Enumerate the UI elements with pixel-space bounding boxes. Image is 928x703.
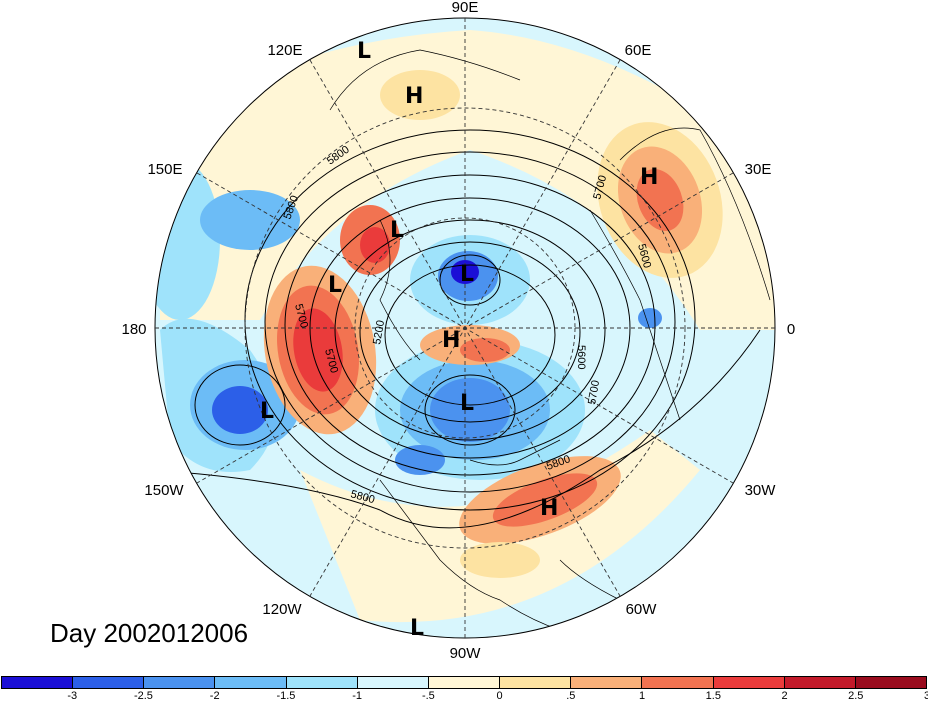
pressure-centers: L H H L L L H L L H L [260,39,658,641]
colorbar-tick-label: -2 [209,690,220,702]
colorbar-swatch [357,677,429,688]
colorbar-swatch [286,677,358,688]
pressure-center-label: L [460,262,474,287]
colorbar-tick-label: 1 [639,690,646,702]
colorbar-tick-label: 1.5 [705,690,721,702]
colorbar-tick-label: -1.5 [276,690,296,702]
pressure-center-label: L [410,616,424,641]
lon-label-150e: 150E [147,161,182,178]
lon-label-30w: 30W [745,482,777,499]
lon-label-150w: 150W [144,482,184,499]
colorbar-tick-label: -1 [352,690,363,702]
lon-label-60e: 60E [625,42,652,59]
colorbar-swatch [571,677,643,688]
colorbar-tick-label: -3 [67,690,78,702]
colorbar-swatch [144,677,216,688]
day-title: Day 2002012006 [50,618,249,648]
contour-label: 5700 [586,379,602,405]
colorbar-swatch [428,677,501,688]
graticule [155,18,775,638]
colorbar-swatch [215,677,287,688]
lon-label-60w: 60W [626,601,658,618]
colorbar-tick-label: 2 [781,690,788,702]
colorbar-ticks: -3 -2.5 -2 -1.5 -1 -.5 0 .5 1 1.5 2 2.5 3 [0,689,928,703]
lon-label-90w: 90W [450,645,482,662]
pressure-center-label: H [640,165,658,190]
lon-label-180: 180 [121,321,146,338]
pressure-center-label: L [390,218,404,243]
colorbar-tick-label: .5 [566,690,576,702]
colorbar-tick-label: -.5 [421,690,435,702]
pressure-center-label: H [442,328,460,353]
pressure-center-label: H [405,84,423,109]
colorbar-tick-label: 0 [496,690,503,702]
lon-label-120e: 120E [267,42,302,59]
colorbar-swatch [73,677,145,688]
pressure-center-label: L [328,273,342,298]
lon-label-120w: 120W [262,601,302,618]
pressure-center-label: L [460,391,474,416]
colorbar [1,676,927,689]
contour-label: 5600 [575,345,587,369]
anomaly-field [155,18,775,638]
lon-label-30e: 30E [745,161,772,178]
colorbar-swatch [784,677,856,688]
colorbar-tick-label: 2.5 [848,690,864,702]
contour-label: 5200 [371,319,387,345]
pressure-center-label: H [540,496,558,521]
pressure-center-label: L [357,39,371,64]
colorbar-swatch [855,677,927,688]
colorbar-swatch [642,677,714,688]
coastlines [329,49,771,631]
height-contours [155,129,761,529]
lon-label-90e: 90E [452,0,479,16]
colorbar-swatch [2,677,74,688]
lon-label-0: 0 [787,321,795,338]
pressure-center-label: L [260,399,274,424]
colorbar-swatch [500,677,572,688]
colorbar-tick-label: 3 [923,690,928,702]
colorbar-tick-label: -2.5 [133,690,153,702]
colorbar-swatch [713,677,785,688]
longitude-labels: 90E 60E 30E 0 30W 60W 90W 120W 150W 180 … [121,0,795,662]
